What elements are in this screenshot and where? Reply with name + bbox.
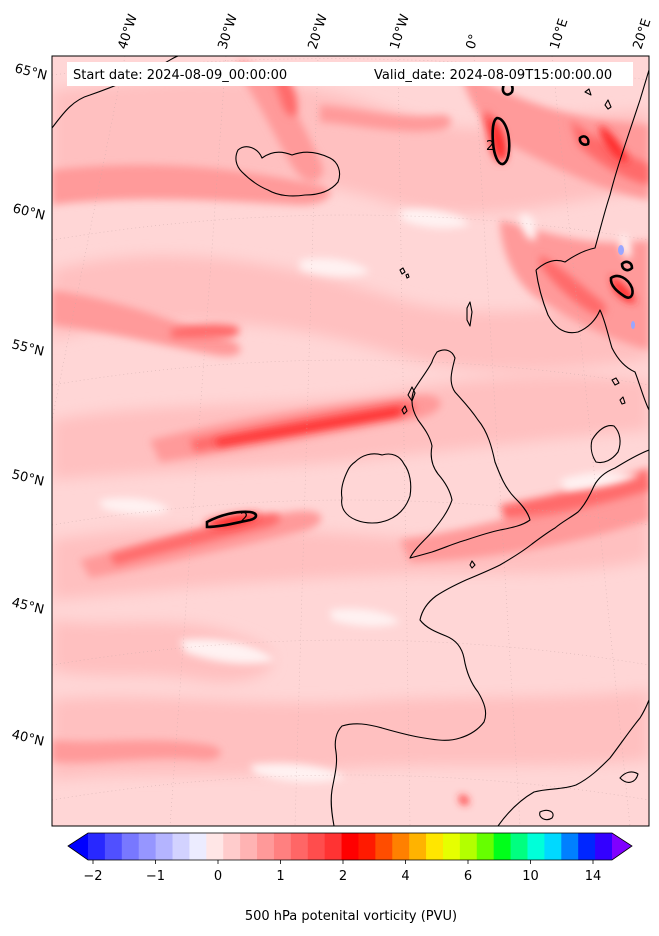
pv-contour-label-atlantic: 2 [240,511,248,526]
header-box [67,62,633,86]
colorbar-cell [561,833,579,860]
colorbar-cell [358,833,376,860]
pv-contour-label: 2 [486,139,494,154]
lon-label: 0° [464,33,483,52]
colorbar-cell [206,833,224,860]
graticule-lines [52,56,649,826]
colorbar-extend-min [68,833,88,860]
colorbar-cell [442,833,461,860]
colorbar-cell [307,833,326,860]
lat-labels: 65°N 60°N 55°N 50°N 45°N 40°N [10,61,48,749]
lat-label: 65°N [13,61,48,83]
lon-label: 40°W [116,12,141,51]
colorbar-tick-label: 4 [401,869,409,884]
colorbar-cell [341,833,359,860]
pv-contour-norway [609,274,634,299]
map-panel: 2 2 Start date: 2024-08-09_00:00:00 Vali… [52,56,649,826]
colorbar-cell [155,833,174,860]
colorbar-cell [578,833,596,860]
coastlines [52,56,649,826]
lon-label: 20°E [631,17,655,51]
colorbar-cell [88,833,106,860]
colorbar-cell [510,833,528,860]
colorbar-extend-max [612,833,632,860]
lat-label: 50°N [10,467,45,489]
colorbar-cell [273,833,292,860]
colorbar-tick-label: 6 [464,869,472,884]
lat-label: 40°N [10,727,45,749]
pv-contour-small-2 [620,260,634,272]
colorbar-cell [544,833,562,860]
colorbar-tick-label: 2 [339,869,347,884]
valid-date-label: Valid_date: 2024-08-09T15:00:00.00 [374,68,612,83]
colorbar-cell [121,833,140,860]
lat-label: 60°N [11,201,46,223]
lat-label: 55°N [10,337,45,359]
colorbar-cell [459,833,478,860]
colorbar-cell [409,833,427,860]
lon-label: 10°W [388,12,413,51]
colorbar-tick-label: 10 [522,869,539,884]
pv-2-contours [205,80,634,529]
colorbar-tick-label: −2 [83,869,102,884]
colorbar-cell [392,833,410,860]
pv-contour-small [578,135,590,146]
lon-labels: 40°W 30°W 20°W 10°W 0° 10°E 20°E [116,12,655,51]
colorbar-cell [290,833,309,860]
colorbar-cell [324,833,343,860]
colorbar: −2 −1 0 1 2 4 6 10 14 500 hPa potenital vorticit… [67,832,633,924]
colorbar-tick-label: 1 [276,869,284,884]
start-date-label: Start date: 2024-08-09_00:00:00 [73,68,287,83]
colorbar-cell [595,833,613,860]
lon-label: 10°E [548,17,572,51]
colorbar-cell [223,833,241,860]
colorbar-tick-label: −1 [146,869,165,884]
lat-label: 45°N [10,595,45,617]
colorbar-outline [67,832,633,861]
colorbar-cell [476,833,495,860]
colorbar-cell [138,833,157,860]
lon-label: 30°W [216,12,241,51]
colorbar-cell [426,833,444,860]
colorbar-tick-label: 14 [585,869,602,884]
colorbar-cell [375,833,393,860]
pv-field-negative [618,245,635,329]
colorbar-cell [189,833,207,860]
colorbar-cell [257,833,275,860]
map-frame [51,55,650,827]
lon-label: 20°W [306,12,331,51]
colorbar-cell [240,833,258,860]
colorbar-ticks: −2 −1 0 1 2 4 6 10 14 [83,860,601,884]
colorbar-cell [104,833,123,860]
colorbar-cell [527,833,545,860]
colorbar-cell [493,833,512,860]
colorbar-cell [172,833,190,860]
colorbar-label: 500 hPa potenital vorticity (PVU) [245,909,457,924]
colorbar-cells [68,833,632,860]
pv-contour-north-sea [491,116,511,166]
pv-contour-atlantic [205,510,258,529]
colorbar-tick-label: 0 [214,869,222,884]
